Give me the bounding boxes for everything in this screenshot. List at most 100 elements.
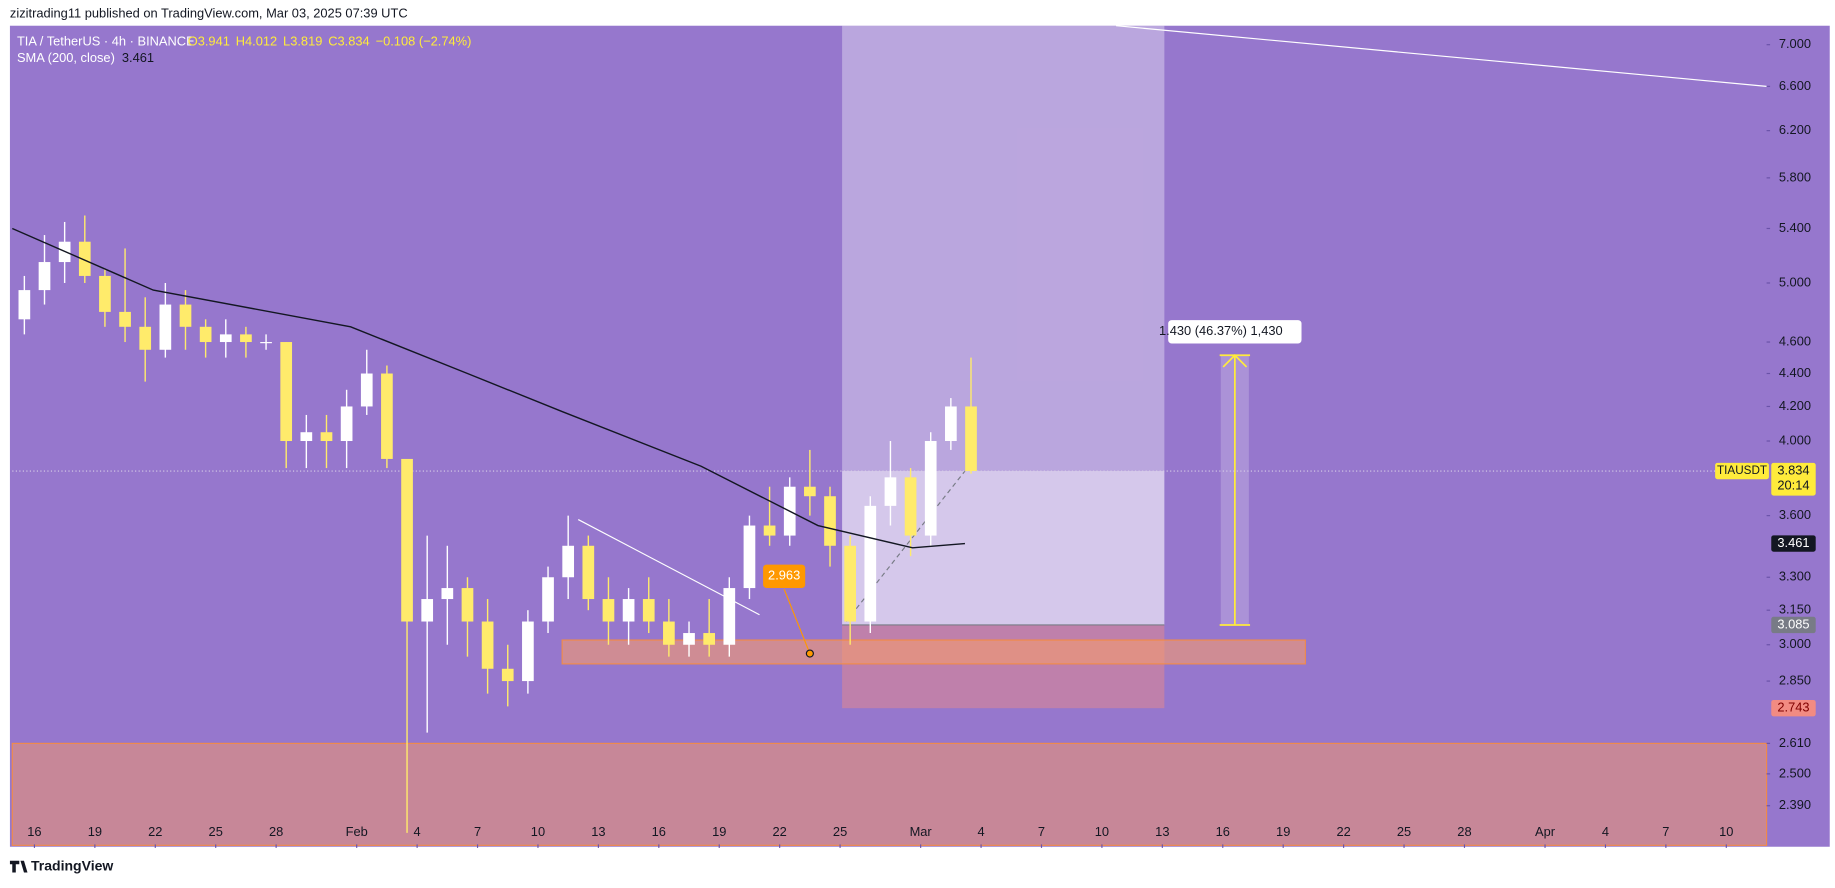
candle-body <box>965 406 977 472</box>
header-quote: L3.819 <box>283 33 322 48</box>
candle-body <box>642 599 655 622</box>
y-tick-label: 4.000 <box>1779 432 1811 447</box>
y-tick-label: 6.200 <box>1779 122 1811 137</box>
candle-body <box>723 588 736 645</box>
trend-line <box>845 470 966 622</box>
price-label-bg <box>1771 699 1816 717</box>
candle-body <box>461 588 474 622</box>
measure-label-bg <box>1168 320 1302 344</box>
x-tick-label: 19 <box>712 824 726 839</box>
candle-body <box>99 275 111 312</box>
candle-body <box>240 334 252 343</box>
candle-body <box>18 290 31 320</box>
x-tick-label: 4 <box>414 824 421 839</box>
candle-body <box>260 342 272 344</box>
x-tick-label: 16 <box>27 824 41 839</box>
header-quote: H4.012 <box>236 33 277 48</box>
symbol-label: TIAUSDT <box>1717 464 1767 477</box>
x-tick-label: 16 <box>1216 824 1230 839</box>
candle-body <box>78 241 91 276</box>
candle-body <box>683 633 695 645</box>
candle-body <box>602 599 615 622</box>
candle-body <box>864 505 877 622</box>
x-tick-label: 22 <box>773 824 787 839</box>
indicator-name: SMA (200, close) <box>17 50 115 65</box>
candle-body <box>844 545 857 622</box>
marker-label-bg <box>763 564 806 589</box>
candle-body <box>421 599 434 622</box>
x-tick-label: 10 <box>531 824 545 839</box>
x-tick-label: 22 <box>148 824 162 839</box>
x-tick-label: 13 <box>591 824 605 839</box>
y-tick-label: 3.300 <box>1779 569 1811 584</box>
candle-body <box>481 621 494 669</box>
x-tick-label: 4 <box>1602 824 1609 839</box>
candle-body <box>179 304 192 327</box>
candle-body <box>804 486 816 497</box>
candle-body <box>743 525 756 589</box>
y-tick-label: 2.500 <box>1779 765 1811 780</box>
candle-body <box>562 545 575 578</box>
candle-body <box>884 477 897 506</box>
y-tick-label: 4.200 <box>1779 398 1811 413</box>
x-tick-label: 10 <box>1095 824 1109 839</box>
y-tick-label: 5.000 <box>1779 274 1811 289</box>
candle-body <box>522 621 534 682</box>
candle-body <box>904 477 917 536</box>
y-tick-label: 6.600 <box>1779 78 1811 93</box>
y-tick-label: 4.400 <box>1779 365 1811 380</box>
candle-body <box>159 304 172 350</box>
candle-body <box>924 441 937 536</box>
header-quote: C3.834 <box>328 33 369 48</box>
candle-body <box>340 406 353 442</box>
x-tick-label: 22 <box>1336 824 1350 839</box>
candle-body <box>300 432 313 442</box>
trend-line <box>1115 25 1767 87</box>
y-tick-label: 4.600 <box>1779 333 1811 348</box>
candle-body <box>219 334 232 343</box>
candle-body <box>542 577 554 622</box>
x-tick-label: Mar <box>910 824 933 839</box>
price-label: 3.461 <box>1777 535 1809 550</box>
candle-body <box>139 326 152 350</box>
x-tick-label: 19 <box>1276 824 1290 839</box>
measure-arrow <box>1222 354 1248 368</box>
support-zone <box>561 639 1306 665</box>
last-price-label: 3.834 <box>1777 462 1809 477</box>
candle-body <box>320 432 333 442</box>
price-label: 2.743 <box>1777 700 1809 715</box>
marker-label: 2.963 <box>768 568 800 583</box>
chart-bg <box>9 25 1830 847</box>
sma-line <box>11 227 966 549</box>
y-tick-label: 7.000 <box>1779 36 1811 51</box>
y-tick-label: 2.610 <box>1779 735 1811 750</box>
y-tick-label: 3.600 <box>1779 507 1811 522</box>
y-tick-label: 5.400 <box>1779 220 1811 235</box>
candle-body <box>381 373 393 459</box>
candle-body <box>763 525 776 536</box>
x-tick-label: Apr <box>1535 824 1556 839</box>
candle-body <box>199 326 212 343</box>
y-tick-label: 5.800 <box>1779 169 1811 184</box>
y-tick-label: 2.390 <box>1779 797 1811 812</box>
price-label-bg <box>1771 616 1816 634</box>
candle-body <box>622 599 635 622</box>
position-target <box>842 25 1165 472</box>
indicator-value: 3.461 <box>122 50 154 65</box>
x-tick-label: 13 <box>1155 824 1169 839</box>
candle-body <box>703 633 716 645</box>
candle-body <box>824 496 836 546</box>
x-tick-label: 16 <box>652 824 666 839</box>
x-tick-label: 19 <box>88 824 102 839</box>
x-tick-label: Feb <box>346 824 368 839</box>
price-label: 3.085 <box>1777 616 1809 631</box>
countdown-label: 20:14 <box>1777 478 1809 493</box>
candle-body <box>401 458 413 622</box>
brand: TradingView <box>31 857 113 873</box>
publisher: zizitrading11 published on TradingView.c… <box>10 5 408 20</box>
candle-body <box>582 545 595 600</box>
x-tick-label: 7 <box>1038 824 1045 839</box>
candle-body <box>945 406 957 442</box>
